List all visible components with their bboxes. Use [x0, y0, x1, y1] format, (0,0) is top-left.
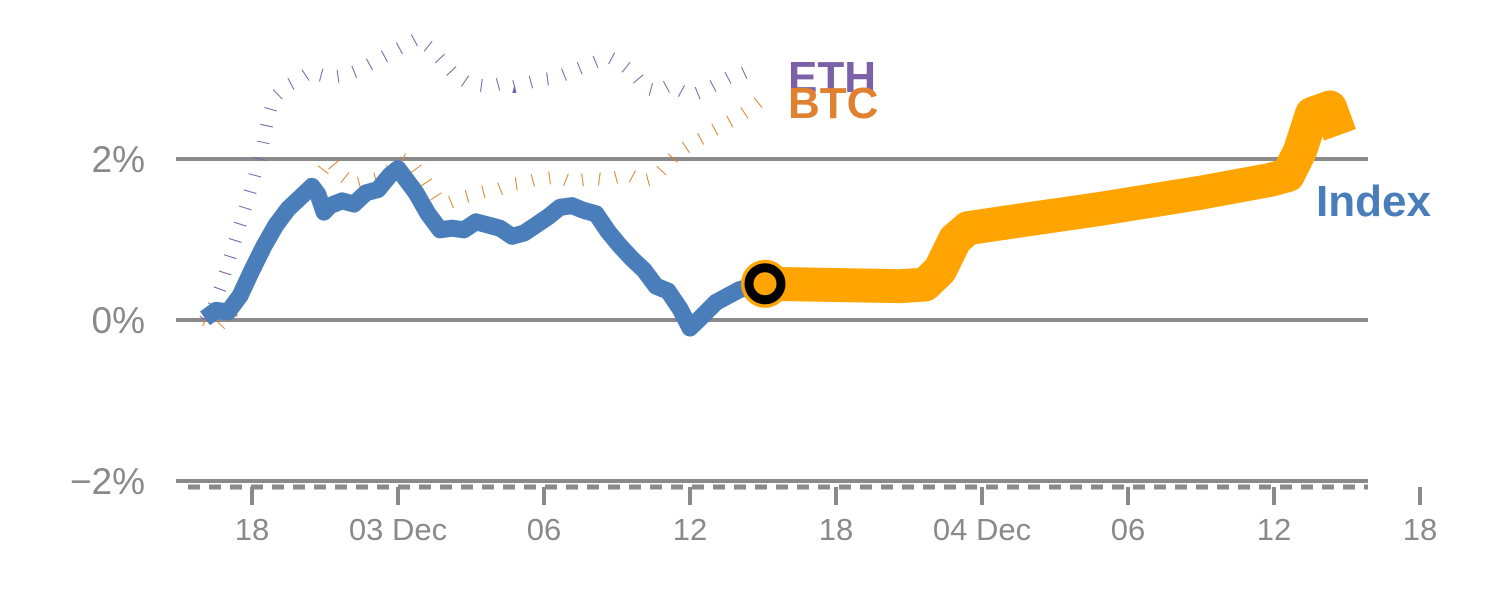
series-path-index-forecast: [764, 90, 1356, 304]
series-label-index: Index: [1316, 177, 1431, 226]
y-axis-tick-labels: 2% 0% −2%: [70, 139, 145, 502]
forecast-start-marker[interactable]: [741, 259, 789, 308]
marker-ring[interactable]: [744, 263, 786, 305]
marker-core[interactable]: [754, 272, 776, 295]
y-tick-label-2: −2%: [70, 461, 145, 502]
x-tick-label-0: 18: [235, 512, 269, 547]
x-tick-label-2: 06: [527, 512, 561, 547]
series-index: [199, 160, 767, 337]
x-tick-label-5: 04 Dec: [933, 512, 1031, 547]
y-tick-label-1: 0%: [92, 300, 145, 341]
y-tick-label-0: 2%: [92, 139, 145, 180]
series-index-forecast: [764, 90, 1356, 304]
x-axis-tick-labels: 18 03 Dec 06 12 18 04 Dec 06 12 18: [235, 512, 1437, 547]
x-tick-label-6: 06: [1111, 512, 1145, 547]
gridline-group: [176, 157, 1368, 483]
x-tick-label-8: 18: [1403, 512, 1437, 547]
series-label-btc: BTC: [788, 79, 878, 128]
x-tick-marks: [250, 487, 1422, 505]
x-tick-label-1: 03 Dec: [349, 512, 447, 547]
x-tick-label-3: 12: [673, 512, 707, 547]
series-path-eth: [199, 31, 759, 324]
series-eth: [199, 31, 759, 324]
x-tick-label-7: 12: [1257, 512, 1291, 547]
series-label-eth: ETH: [788, 53, 876, 102]
x-tick-label-4: 18: [819, 512, 853, 547]
series-path-index: [199, 160, 767, 337]
